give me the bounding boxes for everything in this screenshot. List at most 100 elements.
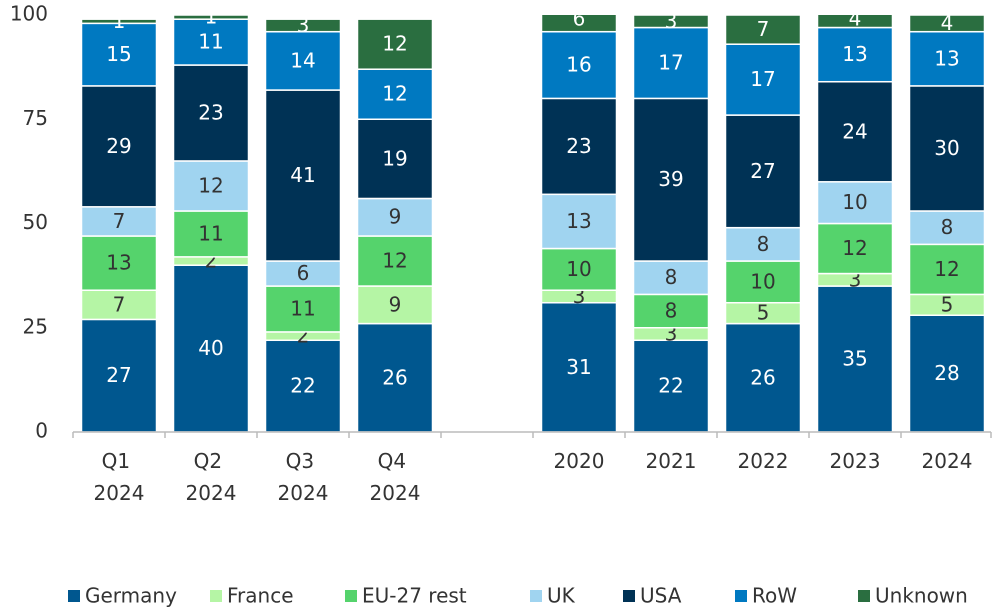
legend-swatch bbox=[68, 590, 80, 602]
x-tick-label: 2020 bbox=[554, 449, 605, 473]
data-label: 8 bbox=[665, 299, 678, 323]
bar-segment bbox=[172, 210, 250, 258]
bar-segment bbox=[356, 285, 434, 325]
bar-segment bbox=[632, 26, 710, 100]
bar-segment bbox=[264, 260, 342, 287]
data-label: 30 bbox=[934, 136, 959, 160]
data-label: 13 bbox=[106, 251, 131, 275]
x-tick-label: 2024 bbox=[922, 449, 973, 473]
data-label: 12 bbox=[382, 249, 407, 273]
bar-segment bbox=[632, 15, 710, 29]
y-tick-label: 25 bbox=[23, 314, 48, 338]
x-tick-label: 2022 bbox=[738, 449, 789, 473]
bar-segment bbox=[540, 15, 618, 33]
data-label: 10 bbox=[566, 257, 591, 281]
data-label: 6 bbox=[297, 261, 310, 285]
bar-segment bbox=[816, 181, 894, 225]
data-label: 27 bbox=[750, 159, 775, 183]
bar-segment bbox=[80, 18, 158, 25]
bar-segment bbox=[816, 26, 894, 83]
bar-segment bbox=[264, 18, 342, 33]
data-label: 29 bbox=[106, 134, 131, 158]
legend-label: UK bbox=[547, 584, 576, 608]
data-label: 11 bbox=[198, 30, 223, 54]
bar-segment bbox=[632, 293, 710, 329]
data-label: 4 bbox=[849, 7, 862, 31]
bar-segment bbox=[80, 289, 158, 321]
bar-segment bbox=[540, 247, 618, 291]
data-label: 12 bbox=[382, 32, 407, 56]
data-label: 17 bbox=[750, 67, 775, 91]
data-label: 11 bbox=[198, 221, 223, 245]
data-label: 10 bbox=[750, 269, 775, 293]
plot-area: 2771372915140211122311122211641143269129… bbox=[80, 5, 986, 433]
data-label: 13 bbox=[566, 209, 591, 233]
data-label: 31 bbox=[566, 355, 591, 379]
data-label: 7 bbox=[113, 209, 126, 233]
y-tick-label: 0 bbox=[35, 419, 48, 443]
legend-label: EU-27 rest bbox=[362, 584, 467, 608]
data-label: 27 bbox=[106, 363, 131, 387]
data-label: 11 bbox=[290, 296, 315, 320]
bar-segment bbox=[724, 15, 802, 45]
data-label: 5 bbox=[757, 301, 770, 325]
data-label: 12 bbox=[198, 173, 223, 197]
legend-swatch bbox=[210, 590, 222, 602]
data-label: 12 bbox=[382, 82, 407, 106]
data-label: 19 bbox=[382, 146, 407, 170]
legend-swatch bbox=[623, 590, 635, 602]
y-tick-label: 50 bbox=[23, 210, 48, 234]
data-label: 9 bbox=[389, 292, 402, 316]
legend-label: Unknown bbox=[875, 584, 968, 608]
data-label: 40 bbox=[198, 336, 223, 360]
legend-label: USA bbox=[640, 584, 682, 608]
data-label: 15 bbox=[106, 42, 131, 66]
legend-swatch bbox=[345, 590, 357, 602]
x-tick-label: Q1 2024 bbox=[94, 449, 145, 505]
bar-segment bbox=[356, 68, 434, 120]
bar-segment bbox=[540, 301, 618, 433]
bar-segment bbox=[540, 193, 618, 250]
bar-segment bbox=[80, 22, 158, 87]
x-tick-label: 2023 bbox=[830, 449, 881, 473]
data-label: 4 bbox=[941, 11, 954, 35]
data-label: 7 bbox=[757, 17, 770, 41]
data-label: 16 bbox=[566, 53, 591, 77]
data-label: 12 bbox=[842, 236, 867, 260]
data-label: 22 bbox=[658, 374, 683, 398]
bar-segment bbox=[264, 339, 342, 433]
y-tick-label: 75 bbox=[23, 106, 48, 130]
bar-segment bbox=[908, 243, 986, 296]
data-label: 1 bbox=[205, 5, 218, 29]
data-label: 8 bbox=[941, 215, 954, 239]
data-label: 23 bbox=[198, 100, 223, 124]
bar-segment bbox=[908, 15, 986, 33]
x-tick-label: Q4 2024 bbox=[370, 449, 421, 505]
bar-segment bbox=[356, 322, 434, 433]
data-label: 28 bbox=[934, 361, 959, 385]
bar-segment bbox=[908, 30, 986, 87]
data-label: 26 bbox=[382, 365, 407, 389]
data-label: 5 bbox=[941, 292, 954, 316]
bar-segment bbox=[632, 97, 710, 262]
y-tick-label: 100 bbox=[10, 2, 48, 26]
data-label: 3 bbox=[297, 13, 310, 37]
data-label: 14 bbox=[290, 48, 315, 72]
data-label: 13 bbox=[842, 42, 867, 66]
bar-segment bbox=[908, 210, 986, 246]
data-label: 17 bbox=[658, 50, 683, 74]
bar-segment bbox=[816, 15, 894, 29]
data-label: 41 bbox=[290, 163, 315, 187]
data-label: 35 bbox=[842, 347, 867, 371]
legend-label: France bbox=[227, 584, 294, 608]
data-label: 23 bbox=[566, 134, 591, 158]
bar-segment bbox=[724, 260, 802, 304]
bar-segment bbox=[264, 285, 342, 333]
bar-segment bbox=[264, 89, 342, 262]
bar-segment bbox=[908, 314, 986, 433]
data-label: 3 bbox=[665, 9, 678, 33]
bar-segment bbox=[172, 64, 250, 162]
data-label: 9 bbox=[389, 205, 402, 229]
bar-segment bbox=[356, 235, 434, 287]
